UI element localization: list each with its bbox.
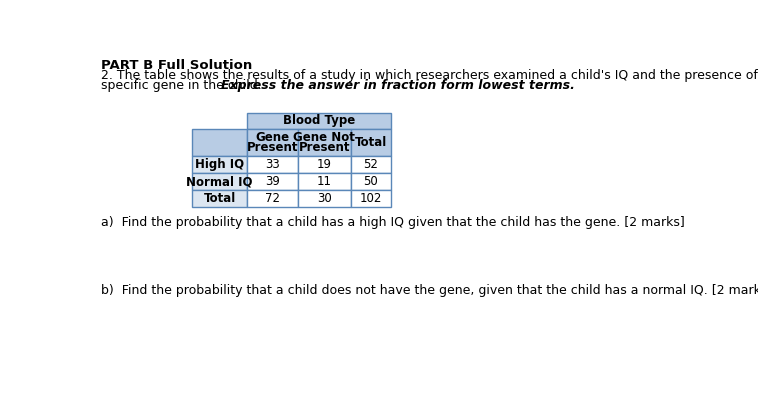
Bar [350,129,391,156]
Text: 19: 19 [317,158,332,171]
Bar [192,113,247,129]
Text: Normal IQ: Normal IQ [186,175,252,188]
Text: 50: 50 [363,175,378,188]
Bar [350,156,391,173]
Bar [247,113,391,129]
Text: Total: Total [203,192,236,205]
Text: Present: Present [299,141,350,154]
Bar [298,173,350,190]
Text: Total: Total [355,136,387,149]
Bar [298,190,350,207]
Bar [192,129,247,156]
Text: 11: 11 [317,175,332,188]
Bar [192,156,247,173]
Text: Blood Type: Blood Type [283,114,356,127]
Bar [192,173,247,190]
Bar [192,190,247,207]
Bar [247,173,298,190]
Text: 2. The table shows the results of a study in which researchers examined a child': 2. The table shows the results of a stud… [101,68,758,82]
Text: 52: 52 [363,158,378,171]
Text: High IQ: High IQ [195,158,244,171]
Text: Express the answer in fraction form lowest terms.: Express the answer in fraction form lowe… [221,79,575,92]
Text: 30: 30 [317,192,331,205]
Text: specific gene in the child.: specific gene in the child. [101,79,266,92]
Text: 33: 33 [265,158,280,171]
Text: 39: 39 [265,175,280,188]
Text: a)  Find the probability that a child has a high IQ given that the child has the: a) Find the probability that a child has… [101,217,684,229]
Bar [350,173,391,190]
Text: 72: 72 [265,192,280,205]
Text: 102: 102 [359,192,382,205]
Bar [298,129,350,156]
Bar [298,156,350,173]
Bar [247,190,298,207]
Text: Gene Not: Gene Not [293,131,355,144]
Bar [247,156,298,173]
Text: Gene: Gene [255,131,290,144]
Bar [350,190,391,207]
Bar [247,129,298,156]
Text: b)  Find the probability that a child does not have the gene, given that the chi: b) Find the probability that a child doe… [101,284,758,297]
Text: PART B Full Solution: PART B Full Solution [101,59,252,72]
Text: Present: Present [247,141,299,154]
